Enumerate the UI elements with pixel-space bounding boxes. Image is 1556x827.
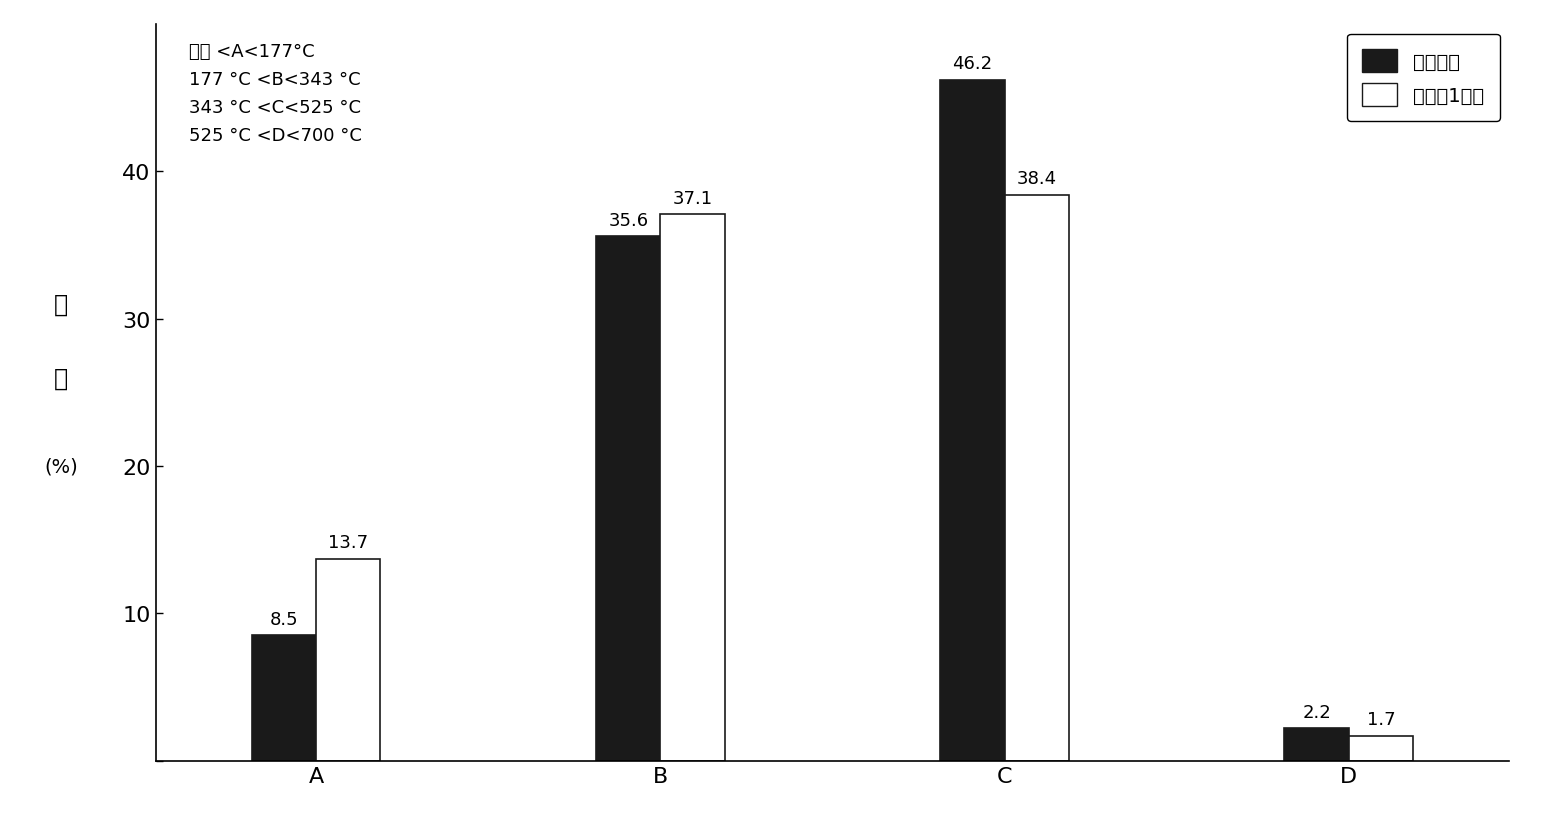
- Bar: [660, 215, 725, 761]
- Text: 35.6: 35.6: [608, 212, 649, 229]
- Text: 37.1: 37.1: [672, 189, 713, 208]
- Text: 常温 <A<177°C
177 °C <B<343 °C
343 °C <C<525 °C
525 °C <D<700 °C: 常温 <A<177°C 177 °C <B<343 °C 343 °C <C<5…: [190, 43, 363, 145]
- Text: 8.5: 8.5: [269, 610, 299, 629]
- Bar: [1349, 736, 1413, 761]
- Text: 1.7: 1.7: [1366, 710, 1396, 729]
- Text: 38.4: 38.4: [1016, 170, 1057, 189]
- Text: 2.2: 2.2: [1302, 703, 1330, 721]
- Legend: 氥青试样, 实施例1试样: 氥青试样, 实施例1试样: [1347, 35, 1500, 122]
- Bar: [940, 81, 1005, 761]
- Text: 量: 量: [54, 366, 68, 390]
- Text: (%): (%): [44, 457, 78, 476]
- Bar: [316, 559, 381, 761]
- Text: 重: 重: [54, 293, 68, 317]
- Bar: [252, 636, 316, 761]
- Text: 13.7: 13.7: [328, 534, 369, 552]
- Text: 46.2: 46.2: [952, 55, 993, 74]
- Bar: [1005, 195, 1069, 761]
- Bar: [596, 237, 660, 761]
- Bar: [1284, 729, 1349, 761]
